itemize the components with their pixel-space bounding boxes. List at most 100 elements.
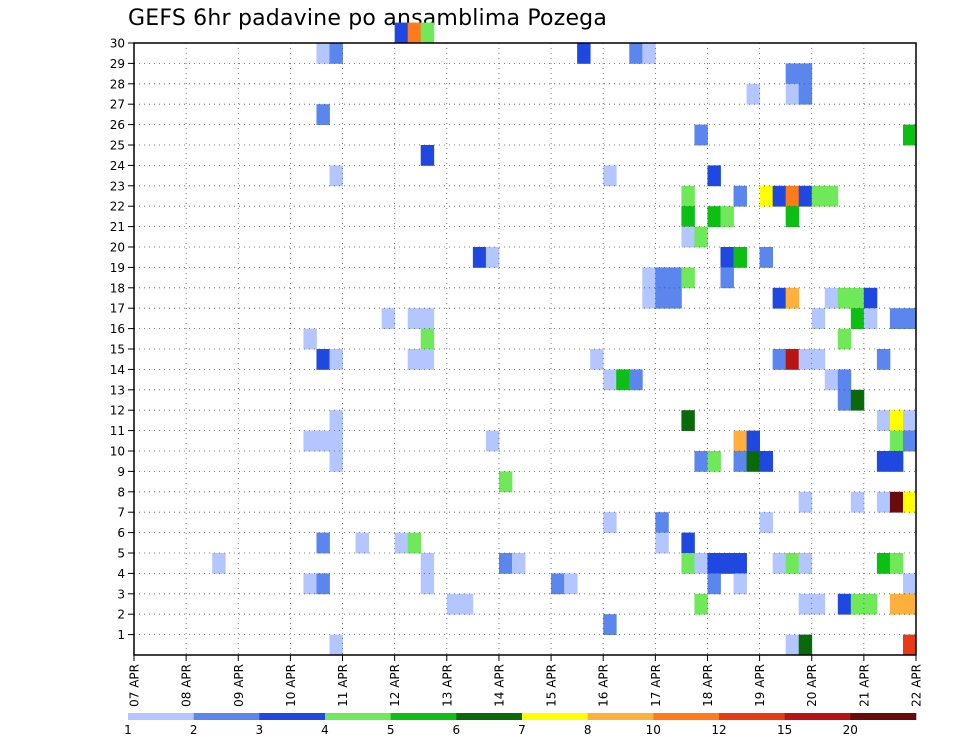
y-tick-label: 16 — [110, 322, 125, 336]
heatmap-cell — [759, 512, 774, 533]
heatmap-cell — [759, 185, 774, 207]
heatmap-cell — [798, 83, 813, 105]
heatmap-cell — [837, 593, 852, 615]
heatmap-cell — [485, 247, 500, 268]
heatmap-cell — [824, 287, 839, 309]
heatmap-cell — [642, 287, 656, 309]
heatmap-cell — [394, 22, 409, 44]
heatmap-cell — [798, 491, 813, 513]
y-tick-label: 12 — [110, 404, 125, 418]
legend-swatch — [456, 713, 523, 720]
heatmap-cell — [446, 593, 461, 615]
y-tick-label: 22 — [110, 200, 125, 214]
heatmap-cell — [355, 532, 369, 554]
legend-swatch — [522, 713, 588, 720]
heatmap-cell — [616, 369, 630, 391]
heatmap-cell — [655, 267, 669, 289]
heatmap-cell — [603, 614, 617, 635]
heatmap-cell — [459, 593, 474, 615]
legend-label: 7 — [518, 723, 526, 737]
heatmap-cell — [329, 43, 343, 64]
y-tick-label: 17 — [110, 302, 125, 316]
heatmap-cell — [420, 349, 435, 370]
heatmap-cell — [564, 573, 578, 595]
heatmap-cell — [746, 451, 760, 472]
heatmap-cell — [889, 451, 904, 472]
heatmap-cell — [889, 308, 904, 329]
heatmap-cell — [876, 349, 891, 370]
heatmap-cell — [759, 247, 774, 268]
heatmap-cell — [889, 491, 904, 513]
heatmap-cell — [681, 185, 695, 207]
heatmap-cell — [785, 63, 800, 85]
y-tick-label: 18 — [110, 281, 125, 295]
heatmap-cell — [420, 22, 435, 44]
heatmap-cell — [642, 43, 656, 64]
x-tick-label: 19 APR — [753, 664, 767, 707]
heatmap-cell — [603, 165, 617, 187]
heatmap-cell — [303, 328, 317, 350]
heatmap-cell — [733, 430, 747, 452]
legend-swatch — [587, 713, 654, 720]
heatmap-cell — [902, 593, 917, 615]
heatmap-cell — [785, 185, 800, 207]
heatmap-cell — [303, 430, 317, 452]
heatmap-cell — [824, 185, 839, 207]
cells-layer — [212, 22, 917, 656]
heatmap-cell — [811, 185, 826, 207]
heatmap-cell — [772, 349, 787, 370]
heatmap-cell — [902, 491, 917, 513]
y-tick-label: 29 — [110, 57, 125, 71]
heatmap-cell — [407, 349, 422, 370]
heatmap-cell — [720, 206, 734, 227]
heatmap-cell — [837, 369, 852, 391]
heatmap-cell — [629, 43, 643, 64]
legend-label: 1 — [124, 723, 132, 737]
heatmap-cell — [629, 369, 643, 391]
heatmap-cell — [772, 185, 787, 207]
y-tick-label: 8 — [117, 485, 125, 499]
heatmap-cell — [420, 145, 435, 166]
heatmap-cell — [694, 124, 708, 146]
legend-label: 20 — [843, 723, 858, 737]
heatmap-cell — [785, 83, 800, 105]
x-tick-label: 10 APR — [284, 664, 298, 707]
legend-label: 10 — [646, 723, 661, 737]
legend-swatch — [390, 713, 457, 720]
heatmap-cell — [590, 349, 604, 370]
heatmap-cell — [798, 634, 813, 656]
heatmap-cell — [707, 206, 721, 227]
heatmap-cell — [902, 308, 917, 329]
heatmap-cell — [720, 247, 734, 268]
heatmap-cell — [420, 553, 435, 574]
heatmap-cell — [681, 553, 695, 574]
legend-label: 5 — [387, 723, 395, 737]
heatmap-cell — [733, 451, 747, 472]
heatmap-cell — [902, 634, 917, 656]
x-tick-label: 12 APR — [388, 664, 402, 707]
heatmap-cell — [707, 451, 721, 472]
heatmap-cell — [668, 267, 682, 289]
heatmap-cell — [798, 593, 813, 615]
heatmap-cell — [746, 83, 760, 105]
heatmap-cell — [889, 410, 904, 431]
heatmap-cell — [681, 226, 695, 248]
heatmap-cell — [551, 573, 565, 595]
y-tick-label: 25 — [110, 139, 125, 153]
x-tick-label: 21 APR — [857, 664, 871, 707]
heatmap-cell — [316, 104, 330, 125]
heatmap-cell — [720, 553, 734, 574]
heatmap-cell — [759, 451, 774, 472]
heatmap-cell — [420, 573, 435, 595]
heatmap-cell — [889, 430, 904, 452]
heatmap-cell — [694, 553, 708, 574]
heatmap-cell — [902, 410, 917, 431]
heatmap-cell — [603, 512, 617, 533]
heatmap-cell — [850, 287, 865, 309]
heatmap-cell — [850, 308, 865, 329]
y-tick-label: 24 — [110, 159, 125, 173]
y-tick-label: 27 — [110, 98, 125, 112]
y-tick-label: 2 — [117, 608, 125, 622]
heatmap-cell — [407, 22, 422, 44]
ticks-layer: 1234567891011121314151617181920212223242… — [110, 37, 924, 707]
